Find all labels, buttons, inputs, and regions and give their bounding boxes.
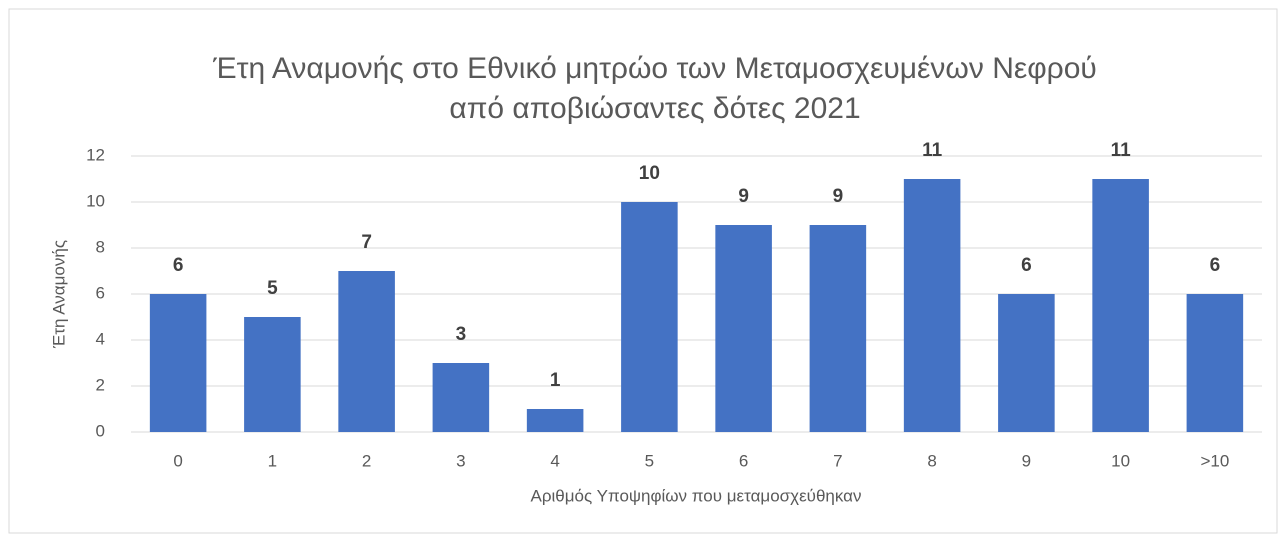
data-label: 1: [550, 370, 561, 391]
data-label: 10: [639, 163, 660, 184]
bar: [998, 294, 1055, 432]
bar: [338, 271, 395, 432]
x-tick-label: 2: [362, 451, 371, 470]
chart-title: Έτη Αναμονής στο Εθνικό μητρώο των Μεταμ…: [212, 52, 1097, 85]
data-label: 6: [1210, 255, 1221, 276]
y-axis-label: Έτη Αναμονής: [49, 240, 68, 349]
x-tick-label: 3: [456, 451, 465, 470]
bar: [244, 317, 301, 432]
x-axis-label: Αριθμός Υποψηφίων που μεταμοσχεύθηκαν: [531, 486, 862, 505]
data-label: 5: [267, 278, 278, 299]
bar: [621, 202, 678, 432]
data-label: 9: [738, 186, 749, 207]
y-tick-label: 8: [96, 237, 105, 256]
x-tick-label: 5: [645, 451, 654, 470]
data-label: 7: [361, 232, 372, 253]
bar: [149, 294, 207, 432]
x-tick-label: 4: [550, 451, 559, 470]
bar: [715, 225, 772, 432]
x-tick-label: 8: [927, 451, 936, 470]
bar: [526, 409, 584, 432]
data-label: 6: [173, 255, 184, 276]
bar: [903, 179, 961, 432]
y-tick-label: 12: [86, 145, 105, 164]
data-label: 6: [1021, 255, 1032, 276]
x-tick-label: >10: [1200, 451, 1229, 470]
data-label: 11: [922, 140, 943, 161]
bar: [809, 225, 867, 432]
x-tick-label: 7: [833, 451, 842, 470]
x-tick-label: 10: [1111, 451, 1130, 470]
x-tick-label: 1: [268, 451, 277, 470]
data-label: 9: [833, 186, 844, 207]
y-tick-label: 4: [96, 329, 105, 348]
bar: [432, 363, 490, 432]
x-tick-label: 0: [173, 451, 182, 470]
y-tick-label: 6: [96, 283, 105, 302]
x-tick-label: 9: [1022, 451, 1031, 470]
data-label: 3: [456, 324, 467, 345]
bar: [1186, 294, 1244, 432]
y-tick-label: 10: [86, 191, 105, 210]
bar: [1092, 179, 1149, 432]
x-tick-label: 6: [739, 451, 748, 470]
y-tick-label: 0: [96, 421, 105, 440]
chart-title: από αποβιώσαντες δότες 2021: [449, 92, 860, 125]
y-tick-label: 2: [96, 375, 105, 394]
data-label: 11: [1111, 140, 1132, 161]
